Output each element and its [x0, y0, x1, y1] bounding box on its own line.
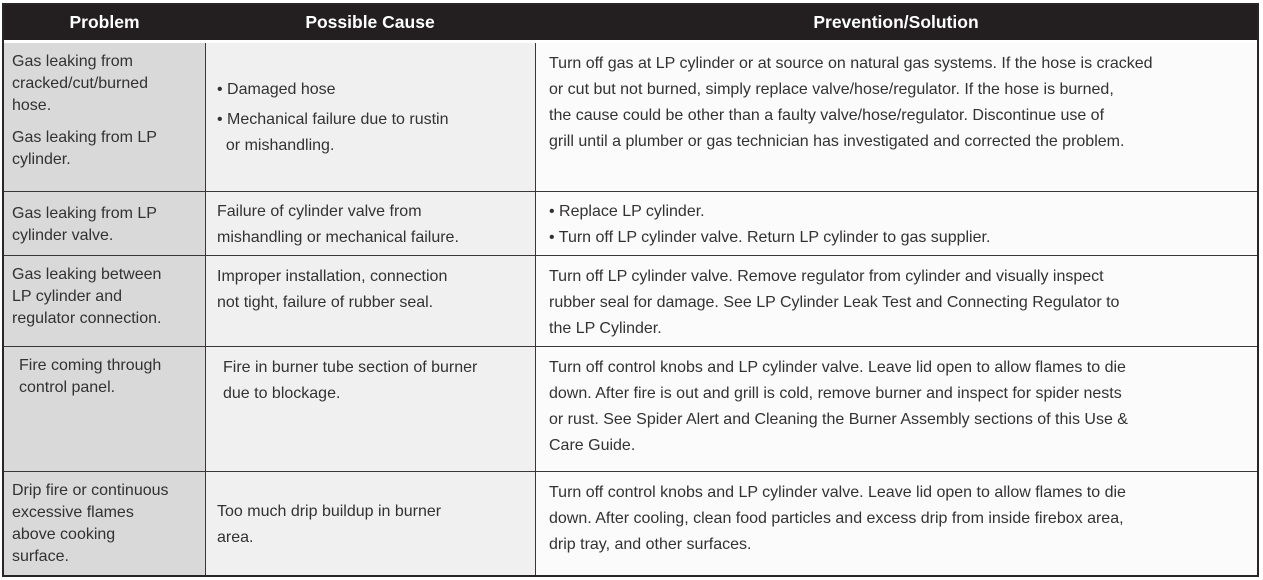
- solution-cell-row-4: Turn off control knobs and LP cylinder v…: [535, 346, 1257, 471]
- cause-text: Fire in burner tube section of burner du…: [223, 359, 478, 402]
- problem-text: Gas leaking from LP cylinder.: [12, 129, 157, 168]
- solution-cell-row-1: Turn off gas at LP cylinder or at source…: [535, 43, 1257, 191]
- cause-cell-row-1: • Damaged hose • Mechanical failure due …: [205, 43, 535, 191]
- solution-text: Turn off gas at LP cylinder or at source…: [549, 55, 1153, 150]
- solution-text: Turn off control knobs and LP cylinder v…: [549, 359, 1128, 454]
- problem-text: Gas leaking between LP cylinder and regu…: [12, 266, 162, 327]
- problem-cell-row-1: Gas leaking from cracked/cut/burned hose…: [4, 43, 205, 191]
- problem-cell-row-2: Gas leaking from LP cylinder valve.: [4, 191, 205, 255]
- col-header-problem: Problem: [4, 5, 205, 43]
- solution-text: • Replace LP cylinder. • Turn off LP cyl…: [549, 202, 991, 246]
- solution-text: Turn off LP cylinder valve. Remove regul…: [549, 268, 1120, 337]
- cause-cell-row-3: Improper installation, connection not ti…: [205, 255, 535, 346]
- problem-cell-row-4: Fire coming through control panel.: [4, 346, 205, 471]
- solution-cell-row-3: Turn off LP cylinder valve. Remove regul…: [535, 255, 1257, 346]
- solution-cell-row-2: • Replace LP cylinder. • Turn off LP cyl…: [535, 191, 1257, 255]
- troubleshooting-table: Problem Possible Cause Prevention/Soluti…: [2, 3, 1259, 577]
- cause-text: Too much drip buildup in burner area.: [217, 502, 442, 546]
- problem-text: Gas leaking from LP cylinder valve.: [12, 204, 157, 244]
- cause-text: • Mechanical failure due to rustin or mi…: [217, 111, 449, 154]
- cause-text: Improper installation, connection not ti…: [217, 268, 448, 311]
- cause-text: • Damaged hose: [217, 81, 336, 98]
- col-header-prevention-solution: Prevention/Solution: [535, 5, 1257, 43]
- problem-cell-row-3: Gas leaking between LP cylinder and regu…: [4, 255, 205, 346]
- problem-text: Gas leaking from cracked/cut/burned hose…: [12, 53, 149, 114]
- cause-cell-row-2: Failure of cylinder valve from mishandli…: [205, 191, 535, 255]
- solution-cell-row-5: Turn off control knobs and LP cylinder v…: [535, 471, 1257, 575]
- solution-text: Turn off control knobs and LP cylinder v…: [549, 484, 1126, 553]
- problem-text: Fire coming through control panel.: [19, 357, 162, 396]
- cause-text: Failure of cylinder valve from mishandli…: [217, 202, 459, 246]
- cause-cell-row-5: Too much drip buildup in burner area.: [205, 471, 535, 575]
- problem-text: Drip fire or continuous excessive flames…: [12, 482, 169, 565]
- problem-cell-row-5: Drip fire or continuous excessive flames…: [4, 471, 205, 575]
- col-header-possible-cause: Possible Cause: [205, 5, 535, 43]
- cause-cell-row-4: Fire in burner tube section of burner du…: [205, 346, 535, 471]
